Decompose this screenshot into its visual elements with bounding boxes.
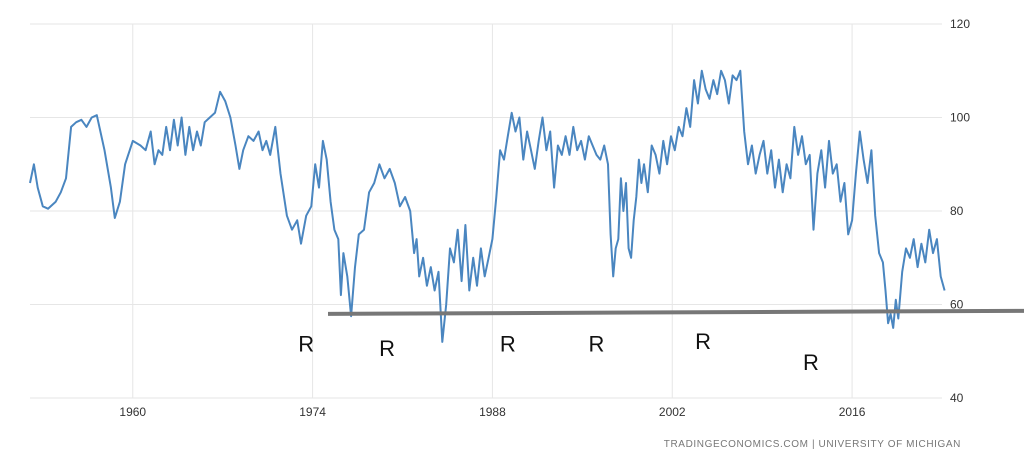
recession-annotations: R R R R RR bbox=[298, 329, 819, 375]
y-tick-label: 60 bbox=[950, 298, 964, 312]
annotation-r: R bbox=[379, 336, 395, 361]
y-tick-label: 120 bbox=[950, 17, 970, 31]
source-credit: TRADINGECONOMICS.COM | UNIVERSITY OF MIC… bbox=[663, 439, 961, 450]
y-tick-label: 80 bbox=[950, 204, 964, 218]
grid-lines bbox=[30, 23, 942, 399]
x-tick-label: 2002 bbox=[659, 405, 686, 419]
series-line-consumer-sentiment bbox=[29, 69, 946, 343]
y-tick-label: 100 bbox=[950, 111, 970, 125]
annotation-r: R bbox=[803, 350, 819, 375]
x-tick-label: 1960 bbox=[119, 405, 146, 419]
annotation-r: R bbox=[500, 331, 516, 356]
y-tick-label: 40 bbox=[950, 391, 964, 405]
reference-line bbox=[327, 308, 1024, 316]
annotation-r: R bbox=[298, 331, 314, 356]
x-tick-label: 2016 bbox=[839, 405, 866, 419]
x-tick-label: 1988 bbox=[479, 405, 506, 419]
annotation-r: R bbox=[589, 331, 605, 356]
axis-tick-labels: 40 60 80 100 120 1960 1974 1988 2002 2016 bbox=[119, 17, 970, 419]
annotation-r: R bbox=[695, 329, 711, 354]
x-tick-label: 1974 bbox=[299, 405, 326, 419]
